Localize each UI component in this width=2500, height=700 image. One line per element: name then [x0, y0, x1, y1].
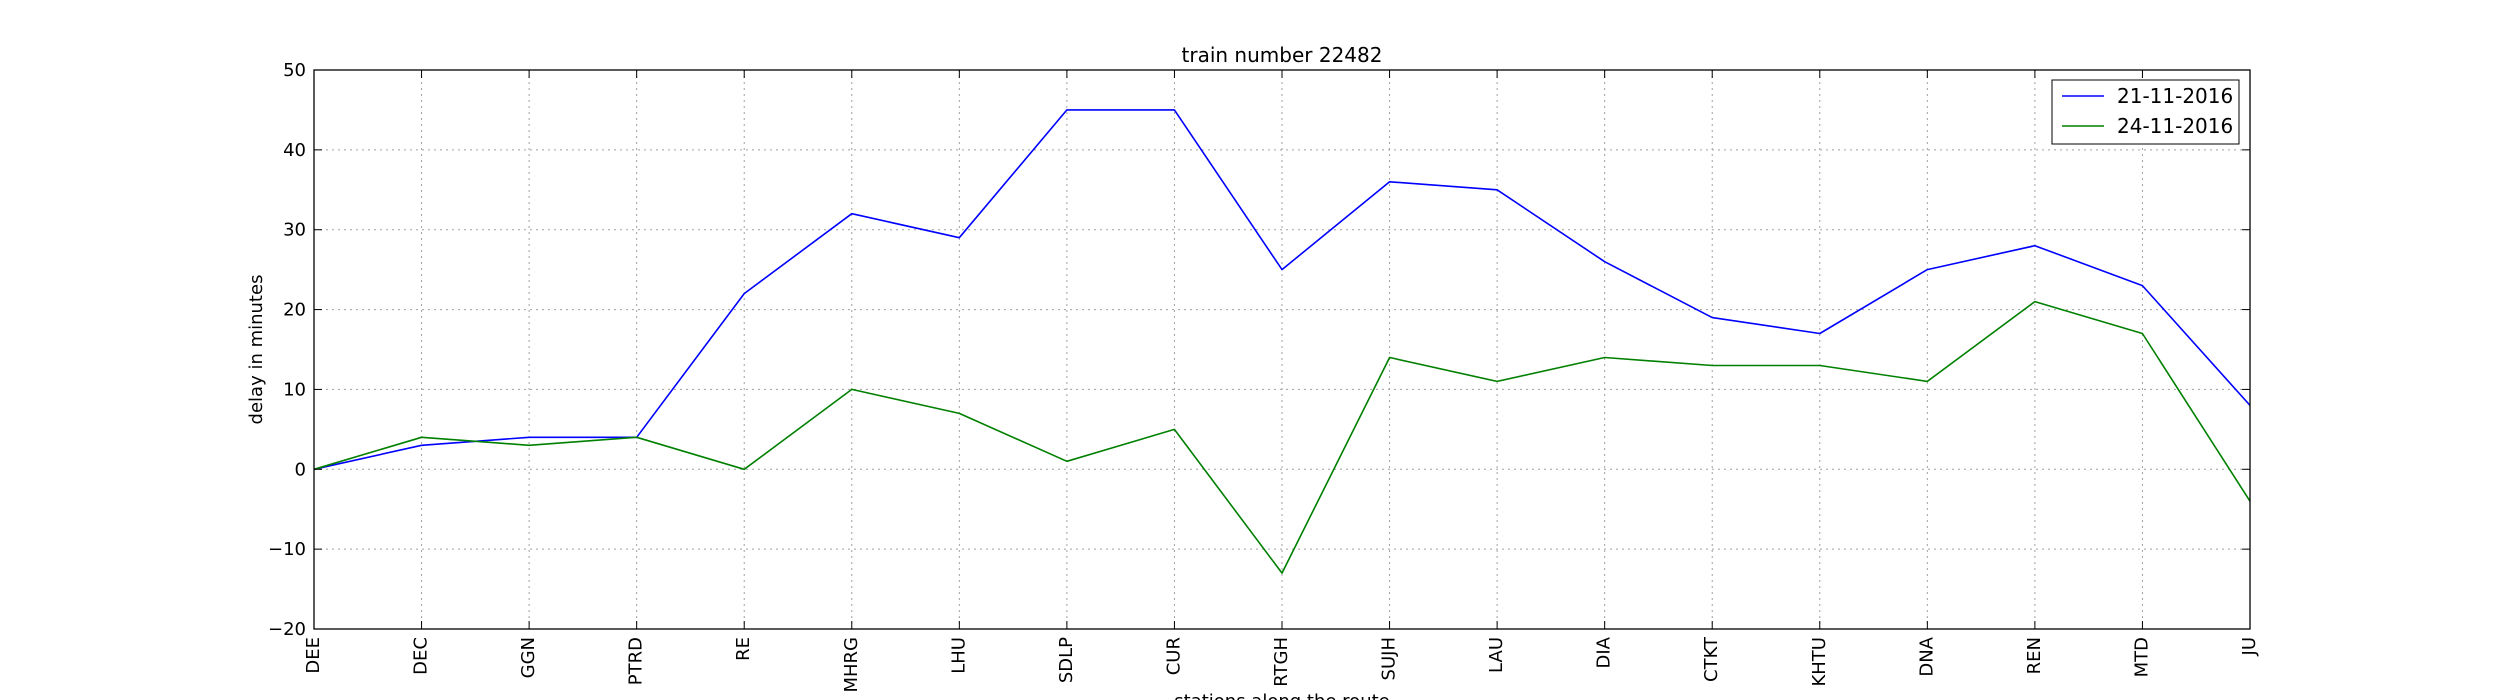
y-axis-title: delay in minutes [246, 275, 267, 425]
x-tick-label: LHU [948, 637, 969, 674]
x-tick-label: SDLP [1056, 637, 1077, 683]
chart-title: train number 22482 [1182, 43, 1383, 67]
grid [314, 70, 2250, 629]
series-line-2 [313, 300, 2251, 574]
legend-box [2051, 79, 2240, 145]
x-tick-label: SUJH [1379, 637, 1400, 680]
x-tick-label: JU [2239, 637, 2260, 656]
x-tick-label: DIA [1594, 636, 1615, 668]
axis-ticks: −20 −10 0 10 20 30 40 50 DEE DEC GGN PTRD RE MHRG LHU S… [268, 60, 2260, 693]
x-tick-label: REN [2024, 637, 2045, 674]
x-tick-label: KHTU [1809, 637, 1830, 687]
y-tick-label: 20 [283, 300, 306, 321]
y-tick-label: 40 [283, 140, 306, 161]
legend: 21-11-2016 24-11-2016 [2051, 79, 2240, 145]
x-tick-label: DEE [303, 637, 324, 674]
legend-label-2: 24-11-2016 [2117, 114, 2233, 138]
x-tick-label: LAU [1486, 637, 1507, 673]
y-tick-label: 30 [283, 220, 306, 241]
x-tick-label: RE [733, 637, 754, 661]
x-tick-label: GGN [518, 637, 539, 678]
x-tick-label: PTRD [626, 637, 647, 685]
x-axis-title: stations along the route [1174, 691, 1389, 700]
y-tick-label: −20 [268, 619, 306, 640]
x-tick-label: RTGH [1271, 637, 1292, 687]
y-tick-label: −10 [268, 539, 306, 560]
x-tick-label: MTD [2131, 637, 2152, 677]
legend-label-1: 21-11-2016 [2117, 84, 2233, 108]
x-tick-label: CUR [1163, 637, 1184, 675]
series-lines [313, 109, 2251, 574]
x-tick-label: MHRG [841, 637, 862, 693]
y-tick-label: 0 [295, 459, 306, 480]
x-tick-label: DNA [1916, 636, 1937, 676]
x-tick-label: DEC [411, 637, 432, 675]
y-tick-label: 10 [283, 379, 306, 400]
y-tick-label: 50 [283, 60, 306, 81]
x-tick-label: CTKT [1701, 636, 1722, 682]
